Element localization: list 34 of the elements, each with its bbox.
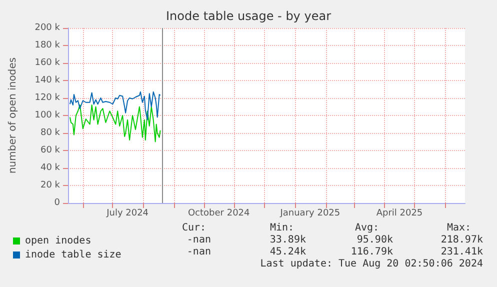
text: Avg: (355, 222, 380, 234)
y-tick-label: 80 k (40, 128, 61, 138)
y-tick-label: 100 k (34, 110, 61, 120)
text: 116.79k (350, 246, 393, 258)
line-series (69, 91, 161, 120)
text: 231.41k (440, 246, 483, 258)
text: 45.24k (270, 246, 306, 258)
text: -nan (186, 246, 211, 258)
text: 218.97k (440, 234, 483, 246)
y-tick-label: 180 k (34, 40, 61, 50)
text: Min: (270, 222, 294, 234)
text: 95.90k (356, 234, 393, 246)
y-tick-label: 200 k (34, 23, 61, 33)
legend-label: open inodes (25, 236, 92, 246)
x-tick-label: July 2024 (106, 208, 149, 218)
x-tick-label: April 2025 (376, 208, 423, 218)
text: 33.89k (270, 234, 306, 246)
y-tick-label: 120 k (34, 93, 61, 103)
text: Cur: (182, 222, 206, 234)
chart-title: Inode table usage - by year (166, 9, 332, 23)
y-tick-label: 140 k (34, 76, 61, 86)
legend-label: inode table size (25, 250, 122, 260)
text: -nan (186, 234, 211, 246)
x-tick-label: October 2024 (188, 208, 250, 218)
y-tick-label: 20 k (40, 180, 61, 190)
text: Max: (447, 222, 472, 234)
y-tick-label: 60 k (40, 146, 61, 156)
y-tick-label: 160 k (34, 58, 61, 68)
line-series (69, 104, 161, 142)
y-tick-label: 40 k (40, 163, 61, 173)
y-axis-title: number of open inodes (8, 57, 18, 174)
x-tick-label: January 2025 (279, 208, 340, 218)
text: Last update: Tue Aug 20 02:50:06 2024 (260, 258, 483, 270)
y-tick-label: 0 (54, 198, 60, 208)
